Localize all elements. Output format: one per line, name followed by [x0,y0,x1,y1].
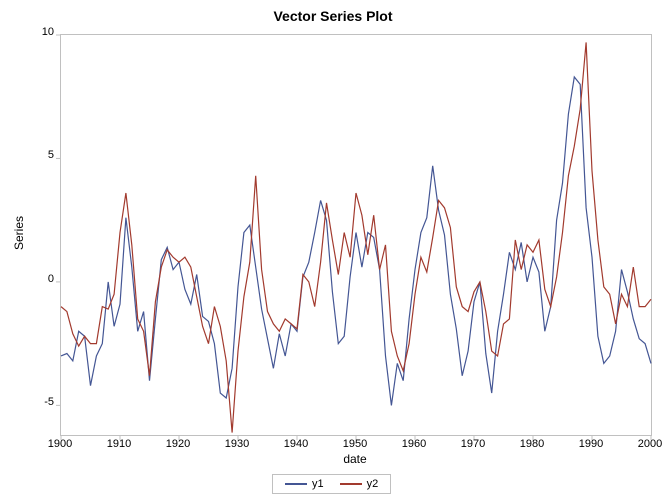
x-tick-label: 1960 [398,438,430,450]
legend-swatch [285,483,307,485]
series-line-y2 [61,42,651,432]
y-tick-label: 0 [28,273,54,285]
x-tick-label: 1970 [457,438,489,450]
chart-title: Vector Series Plot [0,8,666,24]
chart-container: Vector Series Plot Series 1900 1910 1920 19… [0,0,666,500]
legend-label: y1 [312,478,324,490]
legend-item-y2: y2 [340,478,379,490]
x-tick-label: 2000 [634,438,666,450]
y-tick-label: -5 [28,396,54,408]
plot-svg [61,35,651,435]
legend-item-y1: y1 [285,478,324,490]
x-tick-label: 1940 [280,438,312,450]
x-tick-label: 1950 [339,438,371,450]
x-tick-label: 1930 [221,438,253,450]
x-tick-label: 1900 [44,438,76,450]
plot-area [60,34,652,436]
legend-label: y2 [367,478,379,490]
y-axis-label: Series [12,208,26,258]
x-tick-label: 1990 [575,438,607,450]
y-tick-label: 5 [28,149,54,161]
legend-swatch [340,483,362,485]
x-tick-label: 1980 [516,438,548,450]
series-line-y1 [61,77,651,405]
legend: y1 y2 [272,474,391,494]
x-axis-label: date [60,452,650,466]
x-tick-label: 1920 [162,438,194,450]
y-tick-label: 10 [28,26,54,38]
x-tick-label: 1910 [103,438,135,450]
